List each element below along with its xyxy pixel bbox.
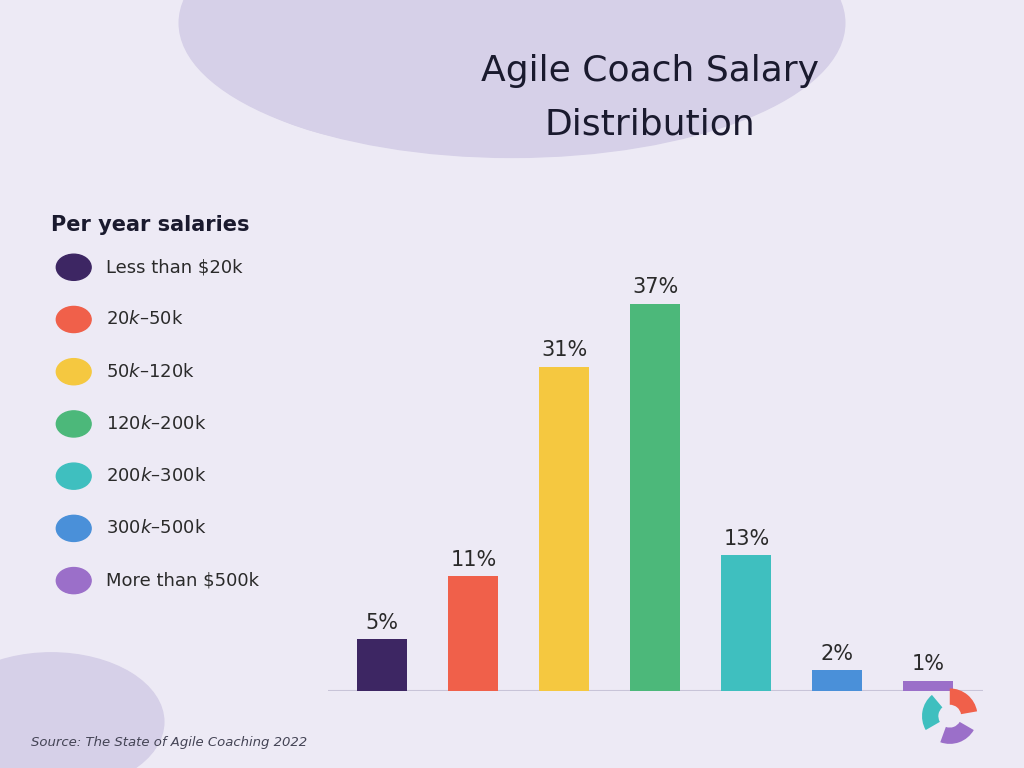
Wedge shape	[922, 695, 942, 730]
Text: $300k – $500k: $300k – $500k	[106, 519, 207, 538]
Bar	[903, 680, 953, 691]
Ellipse shape	[179, 0, 845, 157]
Text: More than $500k: More than $500k	[106, 571, 259, 590]
Wedge shape	[940, 722, 974, 744]
Bar	[449, 576, 499, 691]
Text: 37%: 37%	[632, 277, 679, 297]
Ellipse shape	[0, 653, 164, 768]
Text: Per year salaries: Per year salaries	[51, 215, 250, 235]
Text: Agile Coach Salary: Agile Coach Salary	[481, 54, 819, 88]
Text: Source: The State of Agile Coaching 2022: Source: The State of Agile Coaching 2022	[31, 736, 307, 749]
Text: Distribution: Distribution	[545, 108, 756, 141]
Text: 11%: 11%	[451, 550, 497, 570]
Text: 2%: 2%	[821, 644, 854, 664]
Bar	[540, 366, 590, 691]
Text: 1%: 1%	[912, 654, 945, 674]
Wedge shape	[950, 688, 977, 714]
Text: 13%: 13%	[723, 529, 769, 549]
Text: $120k – $200k: $120k – $200k	[106, 415, 207, 433]
Bar	[631, 303, 680, 691]
Text: 5%: 5%	[366, 613, 398, 633]
Text: 31%: 31%	[542, 340, 588, 360]
Ellipse shape	[225, 0, 635, 146]
Text: Less than $20k: Less than $20k	[106, 258, 243, 276]
Bar	[721, 555, 771, 691]
Bar	[357, 639, 408, 691]
Text: $20k – $50k: $20k – $50k	[106, 310, 184, 329]
Bar	[812, 670, 862, 691]
Text: $200k – $300k: $200k – $300k	[106, 467, 207, 485]
Text: $50k – $120k: $50k – $120k	[106, 362, 196, 381]
